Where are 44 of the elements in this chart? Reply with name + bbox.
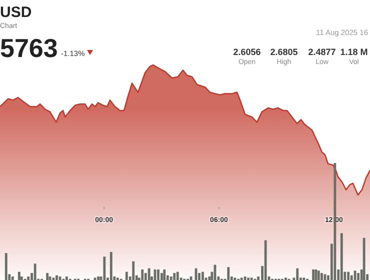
chart-title: USD (0, 4, 32, 21)
bar (264, 240, 267, 280)
bar (202, 272, 204, 280)
bar (56, 275, 58, 280)
bar (340, 233, 343, 280)
bar (110, 252, 112, 280)
text: 2.6056 (233, 47, 261, 57)
text: 2.6805 (270, 47, 298, 57)
bar (173, 272, 176, 280)
bar (18, 272, 20, 280)
bar (312, 269, 314, 280)
bar (354, 270, 356, 280)
bar (65, 276, 68, 280)
bar (132, 261, 135, 280)
bar (208, 276, 211, 280)
bar (144, 272, 147, 280)
bar (4, 253, 8, 280)
bar (160, 272, 163, 280)
bar (198, 272, 200, 280)
bar (317, 270, 320, 280)
bar (11, 276, 14, 280)
text: 2.4877 (308, 47, 336, 57)
bar (170, 276, 172, 280)
bar (347, 272, 350, 280)
bar (362, 238, 366, 280)
bar (20, 276, 23, 280)
bar (125, 272, 128, 280)
bar (97, 276, 100, 280)
bar (141, 269, 144, 280)
bar (148, 268, 150, 280)
bar (320, 272, 323, 280)
bar (157, 269, 160, 280)
bar (176, 272, 179, 280)
bar (27, 276, 30, 280)
bar (163, 269, 166, 280)
bar (357, 272, 360, 280)
text: 5763 (0, 33, 58, 63)
bar (103, 256, 106, 280)
bar (227, 267, 230, 280)
bar (296, 268, 299, 280)
bar (34, 264, 36, 280)
bar (244, 276, 246, 280)
text: 1.18 M (340, 47, 368, 57)
bar (46, 272, 49, 280)
